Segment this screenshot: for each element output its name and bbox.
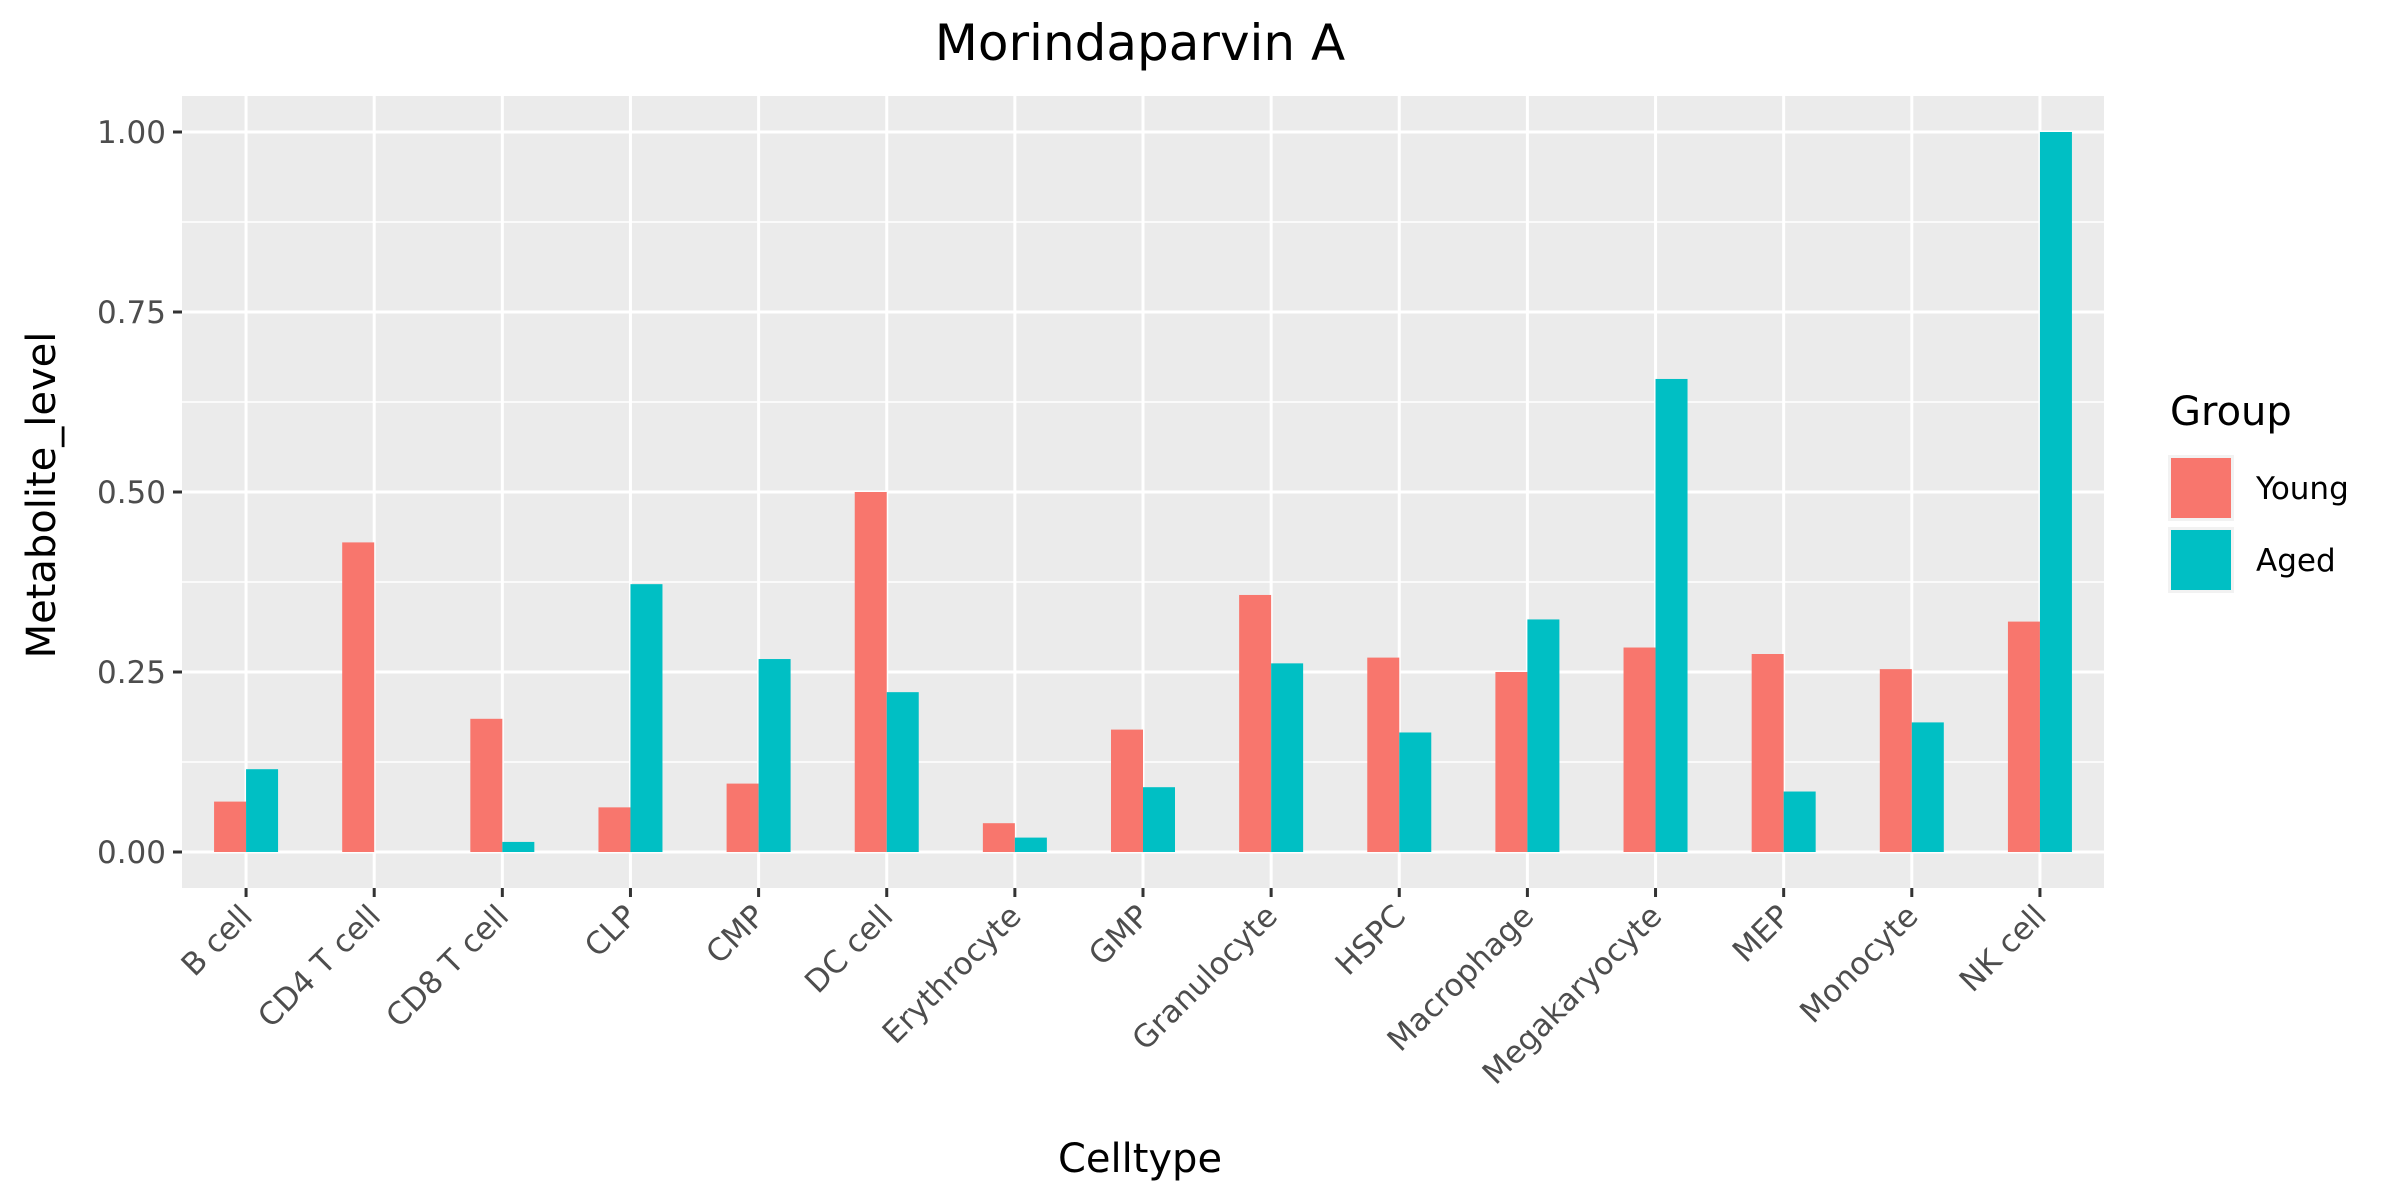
- legend-swatch-aged: [2171, 530, 2231, 590]
- bar-aged-dc-cell: [886, 692, 919, 852]
- legend: Group Young Aged: [2168, 389, 2349, 593]
- legend-label-aged: Aged: [2256, 543, 2336, 579]
- y-tick-label: 0.50: [97, 475, 166, 511]
- y-tick-label: 0.25: [97, 655, 166, 691]
- bar-young-hspc: [1367, 657, 1400, 852]
- y-axis-title: Metabolite_level: [19, 332, 65, 659]
- bar-aged-macrophage: [1527, 619, 1560, 852]
- bar-young-cd8-t-cell: [470, 718, 503, 852]
- legend-label-young: Young: [2255, 471, 2349, 507]
- legend-title: Group: [2170, 389, 2292, 435]
- bar-aged-nk-cell: [2039, 132, 2072, 852]
- bar-young-nk-cell: [2007, 621, 2040, 852]
- bar-aged-clp: [630, 584, 663, 852]
- bar-young-monocyte: [1879, 669, 1912, 852]
- y-tick-label: 1.00: [97, 115, 166, 151]
- bar-aged-erythrocyte: [1014, 837, 1047, 852]
- bar-aged-b-cell: [246, 769, 279, 852]
- x-axis-title: Celltype: [1058, 1136, 1222, 1182]
- legend-items: Young Aged: [2168, 455, 2349, 593]
- bar-young-cmp: [726, 783, 759, 852]
- bar-aged-mep: [1783, 791, 1816, 852]
- bar-aged-hspc: [1399, 732, 1432, 852]
- bar-young-clp: [598, 807, 631, 852]
- bar-young-mep: [1751, 654, 1784, 852]
- y-tick-label: 0.00: [97, 835, 166, 871]
- y-axis: 0.00 0.25 0.50 0.75 1.00: [97, 115, 182, 871]
- bar-young-b-cell: [214, 801, 247, 852]
- bar-young-cd4-t-cell: [342, 542, 375, 852]
- y-tick-label: 0.75: [97, 295, 166, 331]
- bar-aged-megakaryocyte: [1655, 378, 1688, 852]
- bar-young-macrophage: [1495, 672, 1528, 852]
- chart-title: Morindaparvin A: [935, 14, 1345, 72]
- bars: [214, 132, 2072, 852]
- bar-aged-granulocyte: [1271, 663, 1304, 852]
- bar-aged-cmp: [758, 659, 791, 852]
- bar-young-granulocyte: [1239, 594, 1272, 852]
- bar-young-dc-cell: [854, 492, 887, 852]
- bar-aged-monocyte: [1911, 722, 1944, 852]
- bar-aged-gmp: [1143, 787, 1175, 852]
- bar-young-megakaryocyte: [1623, 647, 1656, 852]
- legend-swatch-young: [2171, 458, 2231, 518]
- bar-aged-cd8-t-cell: [502, 841, 535, 852]
- bar-young-erythrocyte: [982, 823, 1015, 852]
- bar-young-gmp: [1111, 729, 1143, 852]
